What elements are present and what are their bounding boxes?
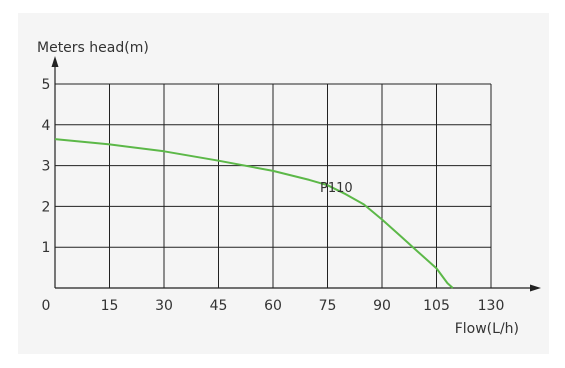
y-tick-label: 3 bbox=[42, 159, 51, 175]
x-axis-label: Flow(L/h) bbox=[455, 321, 519, 337]
x-tick-label: 75 bbox=[319, 298, 337, 314]
y-tick-label: 5 bbox=[42, 77, 51, 93]
x-tick-label: 130 bbox=[478, 298, 505, 314]
y-tick-label: 4 bbox=[42, 118, 51, 134]
y-tick-label: 2 bbox=[42, 199, 51, 215]
grid bbox=[55, 83, 492, 288]
x-tick-label: 15 bbox=[101, 298, 119, 314]
x-tick-label: 90 bbox=[373, 298, 391, 314]
axes bbox=[51, 56, 541, 292]
series-line-p110 bbox=[54, 138, 454, 289]
series-layer bbox=[54, 138, 454, 289]
x-tick-label: 105 bbox=[423, 298, 450, 314]
y-axis-label: Meters head(m) bbox=[37, 40, 149, 56]
x-tick-label: 45 bbox=[210, 298, 228, 314]
x-axis-arrow bbox=[530, 284, 541, 292]
x-tick-label: 30 bbox=[155, 298, 173, 314]
chart-panel bbox=[18, 13, 549, 354]
y-axis-arrow bbox=[51, 56, 59, 67]
y-tick-label: 1 bbox=[42, 240, 51, 256]
x-tick-label: 60 bbox=[264, 298, 282, 314]
x-tick-label: 0 bbox=[42, 298, 51, 314]
series-annotation: P110 bbox=[320, 181, 353, 196]
